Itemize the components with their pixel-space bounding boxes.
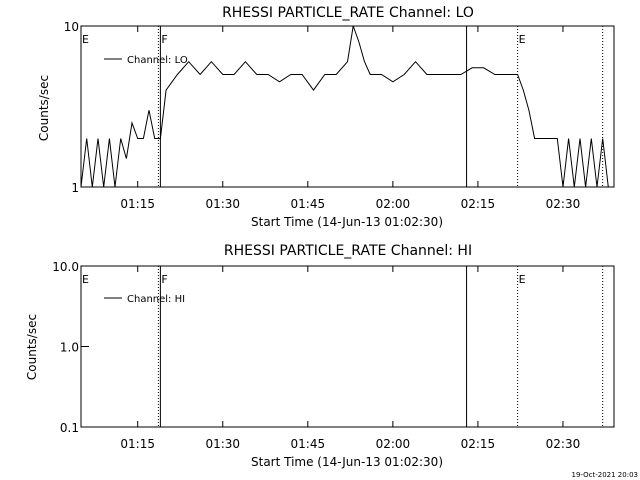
panel-hi-y-tick-label: 0.1 bbox=[60, 421, 79, 435]
panel-hi-y-tick-label: 1.0 bbox=[60, 341, 79, 355]
panel-lo-flag-e: E bbox=[519, 33, 526, 46]
panel-hi-xlabel: Start Time (14-Jun-13 01:02:30) bbox=[251, 455, 443, 469]
panel-hi-flag-e: E bbox=[519, 273, 526, 286]
panel-lo-x-ticks: 01:15 01:30 01:45 02:00 02:15 02:30 bbox=[120, 26, 580, 211]
panel-hi-title: RHESSI PARTICLE_RATE Channel: HI bbox=[224, 243, 472, 259]
panel-lo-legend-label: Channel: LO bbox=[127, 55, 188, 66]
panel-hi-flag-f: F bbox=[161, 273, 167, 286]
timestamp: 19-Oct-2021 20:03 bbox=[572, 471, 638, 479]
panel-lo-ylabel: Counts/sec bbox=[37, 75, 51, 141]
panel-hi-x-tick-label: 01:45 bbox=[291, 437, 326, 451]
panel-lo-x-tick-label: 01:45 bbox=[291, 197, 326, 211]
panel-lo-y-ticks: 1 10 bbox=[64, 20, 89, 195]
panel-hi-vertical-lines bbox=[157, 266, 604, 427]
panel-lo-frame bbox=[80, 25, 615, 188]
panel-hi-legend-label: Channel: HI bbox=[127, 294, 185, 305]
panel-lo-x-tick-label: 01:30 bbox=[205, 197, 240, 211]
panel-hi-x-tick-label: 01:30 bbox=[205, 437, 240, 451]
panel-lo-vertical-lines bbox=[157, 26, 604, 187]
panel-hi-x-tick-label: 02:30 bbox=[546, 437, 581, 451]
panel-hi-frame bbox=[80, 265, 615, 428]
panel-hi-x-tick-label: 02:00 bbox=[376, 437, 411, 451]
panel-hi-y-ticks: 10.0 1.0 0.1 bbox=[52, 260, 89, 435]
panel-lo: RHESSI PARTICLE_RATE Channel: LO E F E 01:… bbox=[37, 5, 615, 229]
panel-lo-x-tick-label: 01:15 bbox=[120, 197, 155, 211]
panel-lo-series-line bbox=[80, 25, 609, 188]
panel-hi-flag-e: E bbox=[82, 273, 89, 286]
panel-lo-xlabel: Start Time (14-Jun-13 01:02:30) bbox=[251, 215, 443, 229]
panel-lo-series bbox=[80, 25, 609, 188]
panel-lo-y-tick-label: 10 bbox=[64, 20, 79, 34]
panel-lo-x-tick-label: 02:15 bbox=[461, 197, 496, 211]
panel-hi-ylabel: Counts/sec bbox=[25, 314, 39, 380]
panel-hi-legend: Channel: HI bbox=[104, 294, 185, 305]
panel-lo-x-tick-label: 02:30 bbox=[546, 197, 581, 211]
panel-lo-flag-f: F bbox=[161, 33, 167, 46]
panel-lo-legend: Channel: LO bbox=[104, 55, 188, 66]
panel-lo-flag-e: E bbox=[82, 33, 89, 46]
panel-lo-y-tick-label: 1 bbox=[71, 181, 79, 195]
panel-lo-x-tick-label: 02:00 bbox=[376, 197, 411, 211]
panel-hi-x-tick-label: 01:15 bbox=[120, 437, 155, 451]
panel-lo-title: RHESSI PARTICLE_RATE Channel: LO bbox=[222, 5, 474, 21]
panel-hi-y-tick-label: 10.0 bbox=[52, 260, 79, 274]
panel-hi: RHESSI PARTICLE_RATE Channel: HI E F E 01:… bbox=[25, 243, 615, 469]
panel-hi-x-ticks: 01:15 01:30 01:45 02:00 02:15 02:30 bbox=[120, 266, 580, 451]
panel-hi-x-tick-label: 02:15 bbox=[461, 437, 496, 451]
